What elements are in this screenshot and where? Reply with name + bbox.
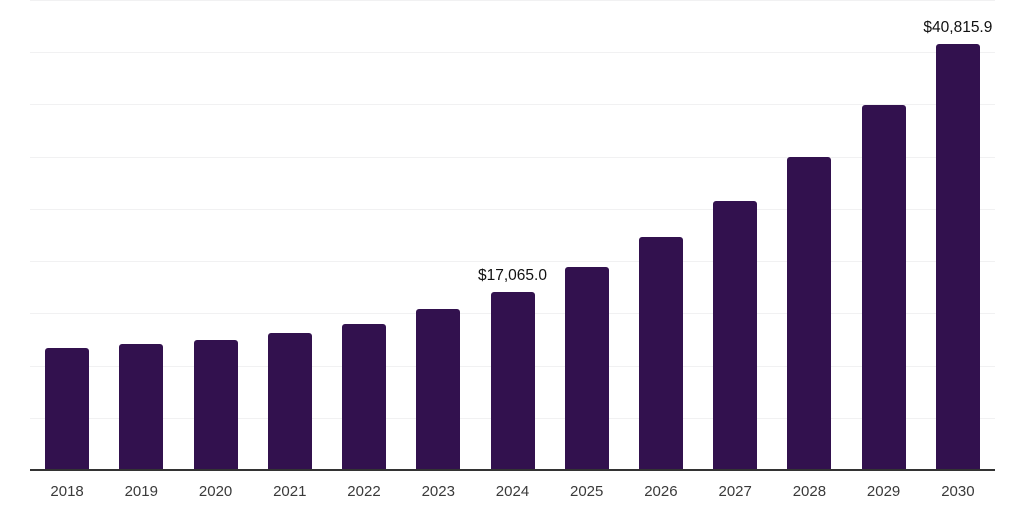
value-label-2030: $40,815.9 xyxy=(923,18,993,36)
x-tick-label-2025: 2025 xyxy=(570,483,604,500)
bar-2020 xyxy=(193,340,238,470)
x-tick-label-2024: 2024 xyxy=(495,483,530,500)
bar-2024 xyxy=(490,291,535,470)
gridline xyxy=(30,104,995,106)
x-tick-label-2029: 2029 xyxy=(866,483,901,500)
bar-2028 xyxy=(787,156,832,470)
gridline xyxy=(30,261,995,263)
bar-2018 xyxy=(45,347,90,470)
gridline xyxy=(30,52,995,54)
x-tick-label-2030: 2030 xyxy=(941,483,975,500)
gridline xyxy=(30,0,995,1)
x-axis-tick-labels: 2018 2019 2020 2021 2022 2023 2024 2025 2026 2027… xyxy=(30,482,995,506)
gridline xyxy=(30,156,995,158)
bar-2027 xyxy=(713,201,758,470)
bar-2029 xyxy=(861,104,906,470)
x-tick-label-2023: 2023 xyxy=(421,483,455,500)
bar-2021 xyxy=(267,333,312,470)
x-tick-label-2026: 2026 xyxy=(644,483,678,500)
plot-area: $17,065.0 $40,815.9 xyxy=(30,0,995,471)
bar-2019 xyxy=(119,343,164,470)
bar-2022 xyxy=(342,323,386,470)
bar-2026 xyxy=(639,237,683,470)
x-tick-label-2018: 2018 xyxy=(50,483,84,500)
x-axis-line xyxy=(30,469,995,471)
x-tick-label-2027: 2027 xyxy=(718,483,752,500)
x-tick-label-2020: 2020 xyxy=(198,483,233,500)
x-tick-label-2021: 2021 xyxy=(273,483,307,500)
x-tick-label-2019: 2019 xyxy=(124,483,158,500)
bar-2025 xyxy=(564,266,609,470)
bar-2030 xyxy=(935,43,980,470)
x-tick-label-2022: 2022 xyxy=(347,483,381,500)
bar-2023 xyxy=(416,308,461,470)
value-label-2024: $17,065.0 xyxy=(478,266,547,284)
x-tick-label-2028: 2028 xyxy=(792,483,827,500)
gridline xyxy=(30,208,995,210)
